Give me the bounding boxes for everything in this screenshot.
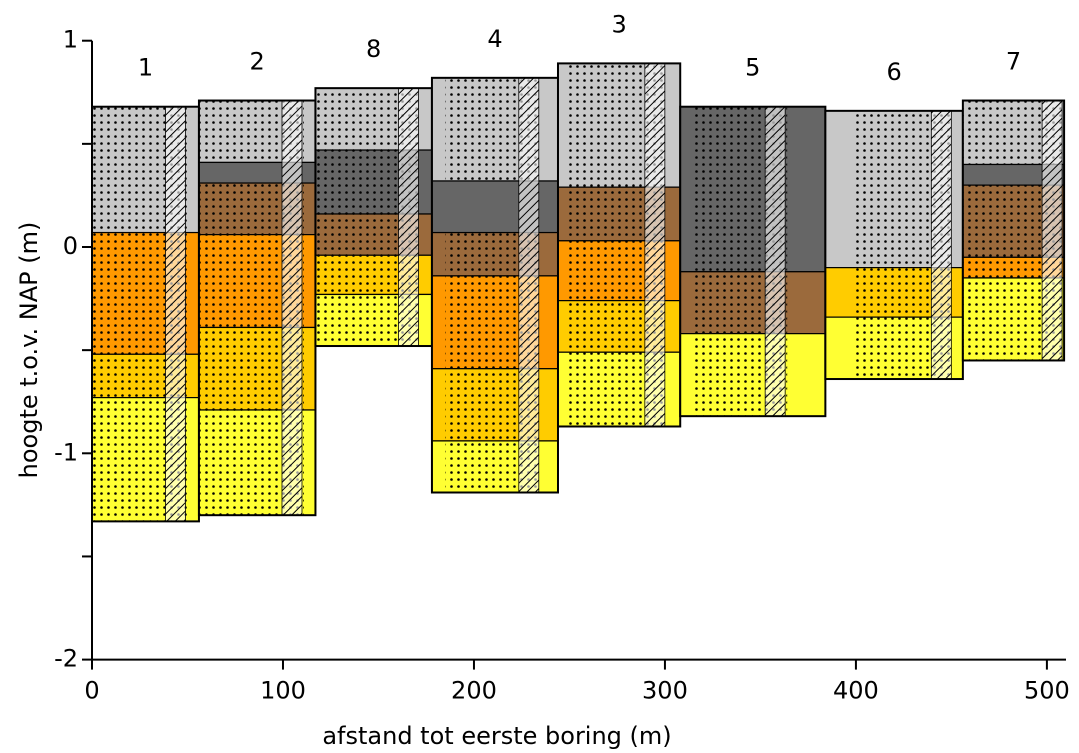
hatch-strip <box>764 106 786 417</box>
hatch-strip <box>281 100 303 516</box>
borehole-label: 1 <box>138 54 153 82</box>
x-tick-label: 500 <box>1024 677 1070 705</box>
borehole-label: 2 <box>250 48 265 76</box>
y-tick-label: -1 <box>54 438 78 466</box>
borehole-outline <box>961 99 1066 362</box>
borehole-label: 6 <box>886 58 901 86</box>
hatch-strip <box>165 106 186 522</box>
borehole-label: 7 <box>1006 48 1021 76</box>
plot-area <box>91 62 1066 523</box>
borehole-label: 4 <box>487 25 502 53</box>
borehole-label: 8 <box>366 35 381 63</box>
hatch-strip <box>1041 100 1063 361</box>
y-tick-label: 0 <box>63 232 78 260</box>
x-tick-label: 400 <box>833 677 879 705</box>
x-tick-label: 300 <box>642 677 688 705</box>
x-tick-label: 200 <box>451 677 497 705</box>
layer-texture <box>962 257 1065 278</box>
borehole-label: 3 <box>611 10 626 38</box>
hatch-strip <box>398 87 419 347</box>
y-axis-label: hoogte t.o.v. NAP (m) <box>15 222 43 479</box>
y-tick-label: 1 <box>63 26 78 54</box>
borehole-label: 5 <box>745 54 760 82</box>
x-tick-label: 0 <box>84 677 99 705</box>
hatch-strip <box>518 77 540 493</box>
x-axis-label: afstand tot eerste boring (m) <box>322 722 671 750</box>
x-tick-label: 100 <box>260 677 306 705</box>
hatch-strip <box>930 110 952 380</box>
hatch-strip <box>644 62 666 427</box>
y-tick-label: -2 <box>54 645 78 673</box>
